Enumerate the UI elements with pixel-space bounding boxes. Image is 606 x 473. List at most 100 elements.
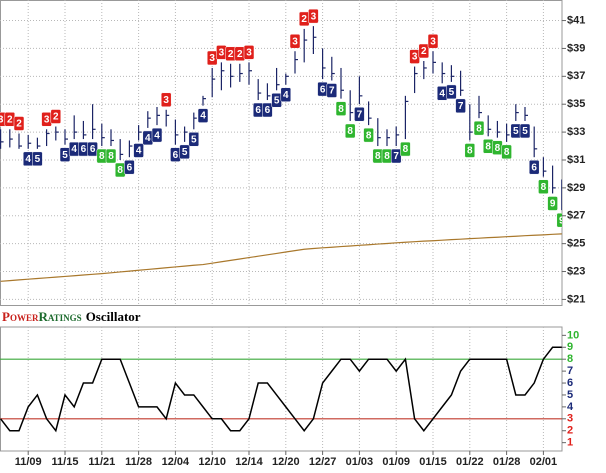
rating-badge-label: 8 xyxy=(108,151,114,162)
rating-badge-label: 4 xyxy=(25,154,31,165)
rating-badge xyxy=(418,43,430,59)
y-tick-label: $33 xyxy=(567,126,585,138)
rating-badge-label: 4 xyxy=(136,146,142,157)
rating-badge-label: 3 xyxy=(311,11,317,22)
rating-badge-label: 9 xyxy=(550,199,556,210)
oscillator-title-part: Ratings xyxy=(38,309,81,324)
x-tick-label: 01/22 xyxy=(456,456,484,468)
y-tick-label: $23 xyxy=(567,265,585,277)
rating-badge xyxy=(262,102,273,118)
rating-badge-label: 8 xyxy=(504,147,510,158)
x-tick-label: 01/09 xyxy=(382,456,410,468)
rating-badge-label: 6 xyxy=(320,84,326,95)
x-tick-label: 12/27 xyxy=(309,456,337,468)
rating-badge-label: 9 xyxy=(559,215,565,226)
rating-badge-label: 4 xyxy=(200,111,206,122)
x-tick-label: 01/28 xyxy=(493,456,521,468)
x-tick-label: 11/21 xyxy=(88,456,115,468)
rating-badge xyxy=(547,196,558,211)
y-tick-label: $39 xyxy=(567,42,585,54)
rating-badge-label: 4 xyxy=(439,88,445,99)
rating-badge xyxy=(556,212,562,228)
rating-badge-label: 8 xyxy=(495,143,501,154)
rating-badge-label: 5 xyxy=(513,126,519,137)
rating-badge xyxy=(243,45,255,60)
rating-badge-label: 8 xyxy=(338,104,344,115)
rating-badge xyxy=(160,92,172,108)
rating-badge-label: 6 xyxy=(127,162,133,173)
rating-badge xyxy=(455,98,466,114)
x-tick-label: 12/04 xyxy=(162,456,190,468)
rating-badge-label: 6 xyxy=(173,150,179,161)
rating-badge-label: 3 xyxy=(246,48,252,59)
rating-badge-label: 4 xyxy=(283,90,289,101)
rating-badge xyxy=(335,101,347,116)
oscillator-title-part: Oscillator xyxy=(86,309,141,324)
osc-y-tick-label: 7 xyxy=(567,365,573,377)
rating-badge xyxy=(464,143,476,158)
osc-y-tick-label: 2 xyxy=(567,425,573,437)
rating-badge-label: 8 xyxy=(485,141,491,152)
rating-badge xyxy=(13,116,25,131)
rating-badge-label: 5 xyxy=(522,126,528,137)
rating-badge xyxy=(344,123,356,139)
rating-badge-label: 8 xyxy=(403,144,409,155)
rating-badge xyxy=(326,83,338,98)
rating-badge-label: 5 xyxy=(274,95,280,106)
oscillator-title-part: Power xyxy=(2,309,39,324)
rating-badge-label: 8 xyxy=(347,126,353,137)
rating-badge-label: 2 xyxy=(301,14,307,25)
rating-badge xyxy=(197,108,209,123)
rating-badge xyxy=(538,179,549,194)
rating-badge xyxy=(427,33,439,49)
osc-y-tick-label: 4 xyxy=(567,401,574,413)
rating-badge xyxy=(473,120,485,136)
rating-badge xyxy=(289,33,301,49)
rating-badge-label: 2 xyxy=(228,49,234,60)
rating-badge xyxy=(179,144,190,160)
y-tick-label: $27 xyxy=(567,210,585,222)
y-tick-label: $21 xyxy=(567,293,585,305)
x-tick-label: 12/14 xyxy=(235,456,263,468)
rating-badge-label: 3 xyxy=(219,48,225,59)
rating-badge xyxy=(400,141,411,157)
rating-badge-label: 2 xyxy=(7,114,13,125)
y-tick-label: $35 xyxy=(567,98,585,110)
y-tick-label: $31 xyxy=(567,154,585,166)
x-tick-label: 11/09 xyxy=(15,456,42,468)
x-tick-label: 11/28 xyxy=(125,456,152,468)
osc-y-tick-label: 1 xyxy=(567,437,573,449)
rating-badge xyxy=(280,87,292,102)
rating-badge-label: 8 xyxy=(366,130,372,141)
rating-badge-label: 3 xyxy=(44,114,50,125)
rating-badge xyxy=(308,8,319,24)
y-tick-label: $37 xyxy=(567,70,585,82)
rating-badge-label: 6 xyxy=(265,105,271,116)
rating-badge xyxy=(50,109,62,124)
rating-badge-label: 6 xyxy=(255,105,261,116)
osc-y-tick-label: 5 xyxy=(567,389,573,401)
x-tick-label: 12/20 xyxy=(272,456,300,468)
rating-badge xyxy=(446,84,457,100)
rating-badge xyxy=(528,159,540,175)
rating-badge xyxy=(124,159,135,175)
rating-badge xyxy=(105,148,117,164)
rating-badge-label: 2 xyxy=(421,46,427,57)
rating-badge xyxy=(363,127,374,143)
rating-badge-label: 3 xyxy=(209,53,215,64)
rating-badge-label: 8 xyxy=(541,182,547,193)
rating-badge-label: 8 xyxy=(384,151,390,162)
rating-badge-label: 4 xyxy=(71,144,77,155)
rating-badge-label: 6 xyxy=(531,162,537,173)
x-tick-label: 12/10 xyxy=(198,456,226,468)
rating-badge-label: 2 xyxy=(53,112,59,123)
x-tick-label: 01/15 xyxy=(419,456,447,468)
rating-badge xyxy=(188,132,200,147)
rating-badge-label: 5 xyxy=(35,154,41,165)
x-tick-label: 02/01 xyxy=(530,456,558,468)
rating-badge-label: 3 xyxy=(430,36,436,47)
oscillator-title: PowerRatings Oscillator xyxy=(2,309,141,324)
